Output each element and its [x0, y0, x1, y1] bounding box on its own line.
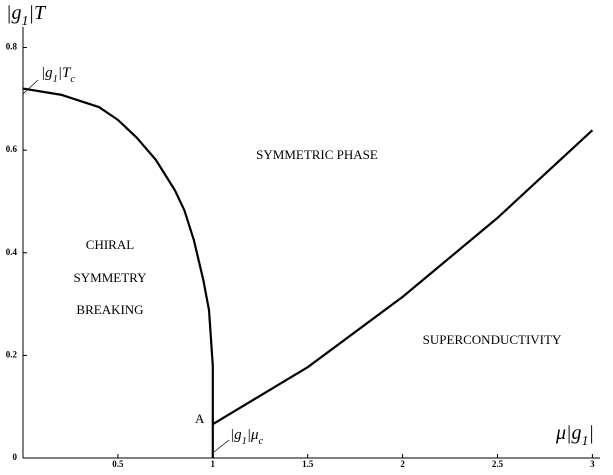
annotation-part: 1	[53, 74, 58, 85]
x-tick-label: 3	[590, 459, 595, 469]
line	[212, 129, 594, 426]
x-axis-label-part: 1	[582, 434, 589, 449]
region-label: BREAKING	[76, 302, 143, 317]
y-axis-label-part: 1	[22, 14, 29, 29]
x-axis-label: μ|g1|	[555, 422, 594, 449]
annotation-part: 1	[242, 436, 247, 447]
annotation-part: |g	[230, 427, 242, 443]
x-tick-label: 0.5	[112, 459, 124, 469]
y-tick-label: 0.2	[6, 349, 18, 359]
region-label: SYMMETRY	[74, 270, 148, 285]
x-tick-label: 2.5	[492, 459, 504, 469]
y-axis-label-part: |T	[29, 2, 47, 24]
annotation: |g1|Tc	[41, 65, 75, 84]
annotation-part: |g	[41, 65, 53, 81]
annotation-part: c	[259, 436, 264, 447]
leader-line	[213, 439, 230, 453]
x-tick-label: 1.5	[302, 459, 314, 469]
leader-line	[22, 79, 39, 95]
annotation: |g1|μc	[230, 427, 264, 446]
x-axis-label-part: |	[589, 422, 595, 444]
region-label: SUPERCONDUCTIVITY	[423, 332, 562, 347]
y-axis-label-part: |g	[6, 2, 22, 24]
annotation-part: |μ	[247, 427, 259, 443]
annotation-part: |T	[58, 65, 72, 81]
y-tick-label: 0.8	[6, 42, 18, 52]
x-axis-label-part: μ|g	[555, 422, 582, 444]
region-label: SYMMETRIC PHASE	[256, 147, 378, 162]
x-tick-label: 1	[211, 459, 216, 469]
x-tick-label: 2	[400, 459, 405, 469]
line	[22, 87, 214, 458]
y-axis-label: |g1|T	[6, 2, 47, 29]
y-tick-label: 0	[13, 452, 18, 462]
region-label: CHIRAL	[86, 237, 134, 252]
y-tick-label: 0.4	[6, 247, 18, 257]
y-tick-label: 0.6	[6, 144, 18, 154]
point-label: A	[195, 411, 205, 426]
annotation-part: c	[70, 74, 75, 85]
